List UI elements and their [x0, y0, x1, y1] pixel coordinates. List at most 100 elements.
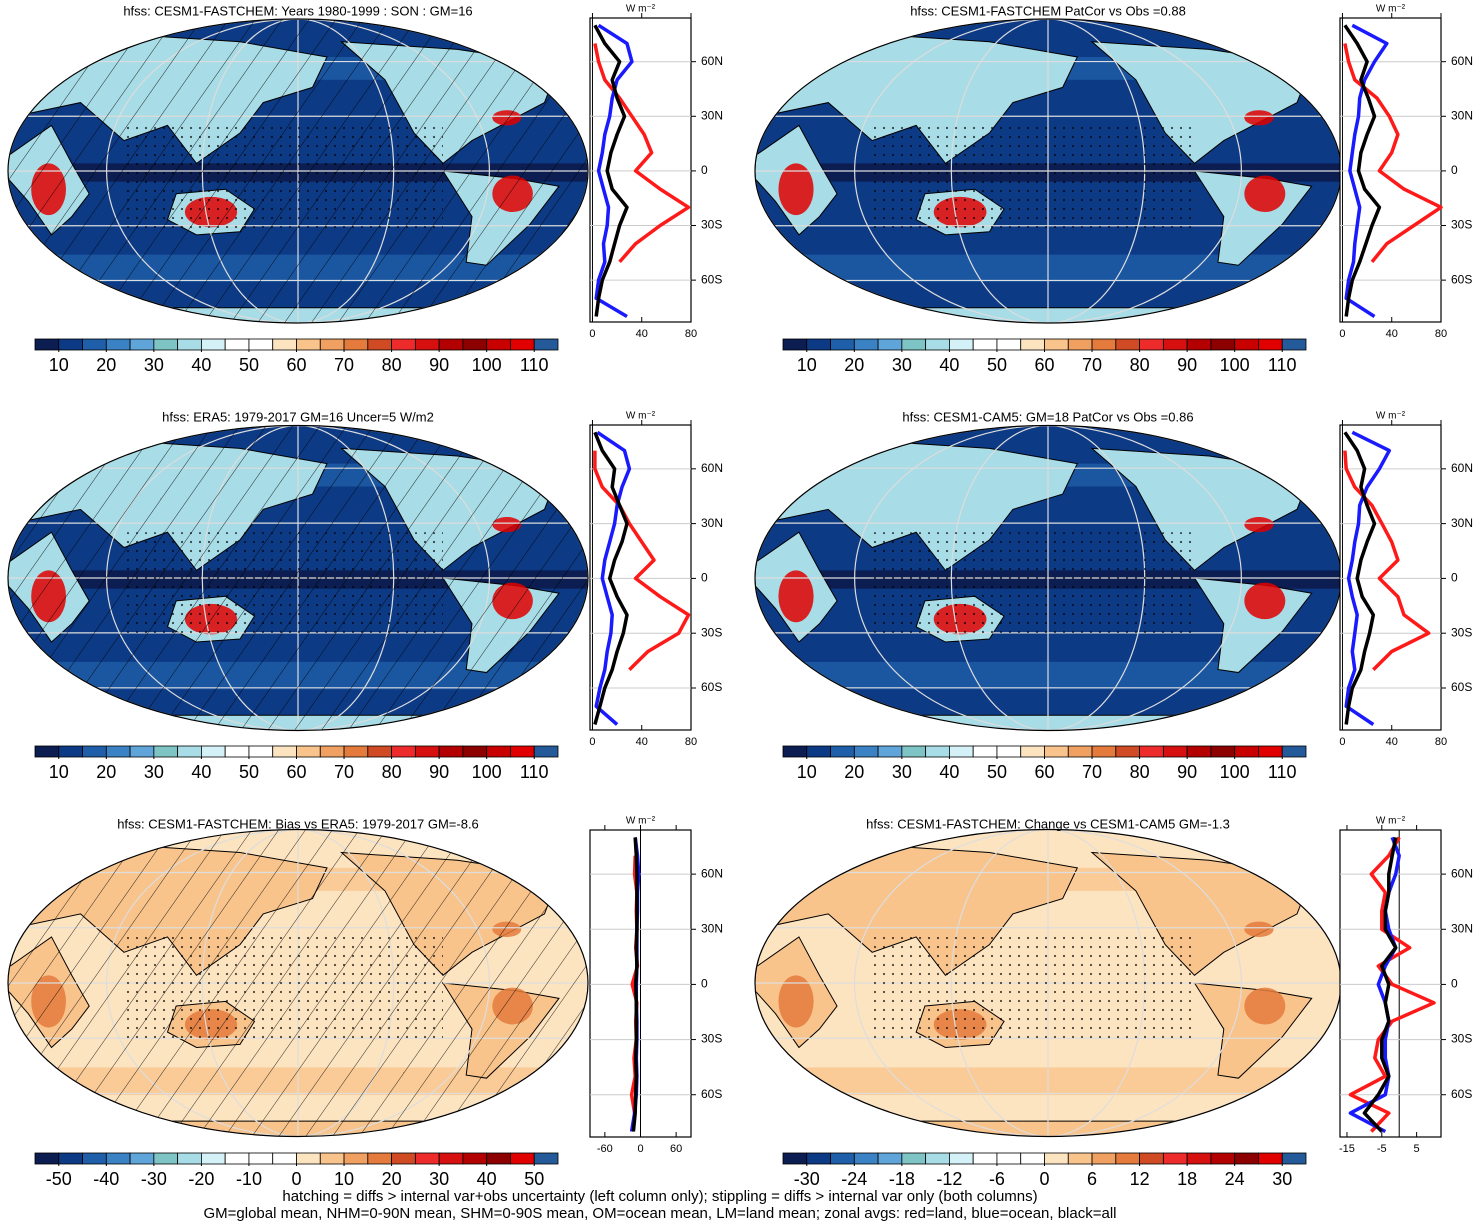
- colorbar-box: [1281, 745, 1307, 758]
- x-tick-label: 40: [636, 736, 648, 748]
- colorbar-box: [486, 745, 511, 758]
- stippling: [124, 936, 443, 1045]
- hot-spot: [755, 889, 794, 908]
- colorbar-box: [1067, 1152, 1093, 1165]
- colorbar-box: [1020, 745, 1045, 758]
- colorbar-box: [343, 745, 369, 758]
- x-axis-label: W m⁻²: [626, 4, 656, 15]
- colorbar-box: [1020, 338, 1045, 351]
- stippling: [124, 125, 443, 232]
- y-tick-label: 30S: [1451, 625, 1472, 639]
- colorbar-box: [1234, 1152, 1259, 1165]
- colorbar-box: [853, 338, 879, 351]
- zonal-line: [594, 430, 632, 726]
- colorbar-label: 110: [520, 762, 549, 782]
- colorbar-box: [177, 1152, 202, 1165]
- x-tick-label: 80: [1435, 328, 1447, 340]
- colorbar-label: 40: [477, 1169, 497, 1189]
- colorbar-box: [153, 338, 179, 351]
- colorbar-box: [462, 338, 488, 351]
- x-axis-label: W m⁻²: [1376, 816, 1406, 827]
- zonal-line: [1348, 836, 1436, 1133]
- zonal-line: [1362, 837, 1398, 1133]
- colorbar-label: -30: [794, 1169, 820, 1189]
- y-tick-label: 0: [1451, 977, 1458, 991]
- land: [543, 432, 588, 465]
- colorbar-label: 100: [472, 355, 502, 375]
- colorbar-box: [1044, 338, 1069, 351]
- stippling: [872, 532, 1195, 639]
- colorbar-box: [462, 745, 488, 758]
- colorbar-label: 60: [286, 355, 306, 375]
- colorbar-box: [877, 1152, 903, 1165]
- y-tick-label: 0: [1451, 571, 1458, 585]
- stippling: [872, 936, 1195, 1045]
- map-border: [7, 424, 589, 732]
- colorbar-box: [414, 745, 440, 758]
- map: [755, 19, 1341, 323]
- colorbar-box: [296, 745, 321, 758]
- colorbar-label: -12: [936, 1169, 962, 1189]
- colorbar-box: [319, 745, 345, 758]
- colorbar-box: [105, 745, 131, 758]
- colorbar-box: [972, 1152, 998, 1165]
- zonal-line: [1343, 24, 1382, 317]
- y-tick-label: 60N: [1451, 54, 1473, 68]
- hot-spot: [8, 889, 46, 908]
- colorbar-box: [949, 745, 974, 758]
- y-tick-label: 60N: [1451, 461, 1473, 475]
- colorbar-box: [1091, 1152, 1117, 1165]
- y-tick-label: 30S: [1451, 1032, 1472, 1046]
- hot-spot: [755, 484, 794, 504]
- colorbar-box: [1020, 1152, 1045, 1165]
- colorbar-box: [1258, 1152, 1283, 1165]
- y-tick-label: 60N: [701, 866, 723, 880]
- hot-spot: [778, 570, 814, 623]
- colorbar-box: [1139, 745, 1164, 758]
- colorbar-box: [391, 745, 416, 758]
- colorbar-box: [901, 745, 927, 758]
- colorbar-label: 40: [939, 762, 959, 782]
- colorbar-box: [177, 338, 202, 351]
- land: [1295, 836, 1341, 869]
- colorbar-box: [1258, 338, 1283, 351]
- colorbar-box: [1234, 338, 1259, 351]
- colorbar-box: [996, 338, 1022, 351]
- hot-spot: [778, 975, 814, 1028]
- map: [8, 829, 588, 1137]
- colorbar-box: [1281, 1152, 1307, 1165]
- colorbar-box: [996, 1152, 1022, 1165]
- zonal-line: [1348, 836, 1401, 1134]
- colorbar-box: [1044, 1152, 1069, 1165]
- colorbar-label: -18: [889, 1169, 915, 1189]
- x-axis-label: W m⁻²: [626, 816, 656, 827]
- colorbar-label: 18: [1177, 1169, 1197, 1189]
- colorbar-box: [58, 338, 83, 351]
- colorbar-label: 40: [939, 355, 959, 375]
- colorbar-box: [1067, 338, 1093, 351]
- colorbar-box: [153, 1152, 179, 1165]
- y-tick-label: 30N: [701, 921, 723, 935]
- y-tick-label: 60S: [1451, 272, 1472, 286]
- x-tick-label: 80: [685, 736, 697, 748]
- map: [8, 425, 588, 731]
- colorbar-box: [806, 1152, 831, 1165]
- y-tick-label: 30N: [1451, 921, 1473, 935]
- colorbar-box: [830, 338, 855, 351]
- colorbar-box: [414, 1152, 440, 1165]
- map: [755, 829, 1341, 1137]
- zonal-line: [593, 431, 629, 725]
- y-tick-label: 30S: [701, 218, 722, 232]
- colorbar-box: [972, 745, 998, 758]
- colorbar-box: [901, 338, 927, 351]
- colorbar-label: 20: [96, 355, 116, 375]
- colorbar-box: [224, 745, 250, 758]
- colorbar-box: [1234, 745, 1259, 758]
- colorbar-box: [782, 745, 808, 758]
- x-tick-label: -15: [1339, 1143, 1355, 1155]
- note: hatching = diffs > internal var+obs unce…: [282, 1188, 1037, 1205]
- colorbar-label: 40: [191, 762, 211, 782]
- land: [543, 836, 588, 869]
- colorbar-label: 10: [49, 762, 69, 782]
- colorbar-label: 100: [472, 762, 502, 782]
